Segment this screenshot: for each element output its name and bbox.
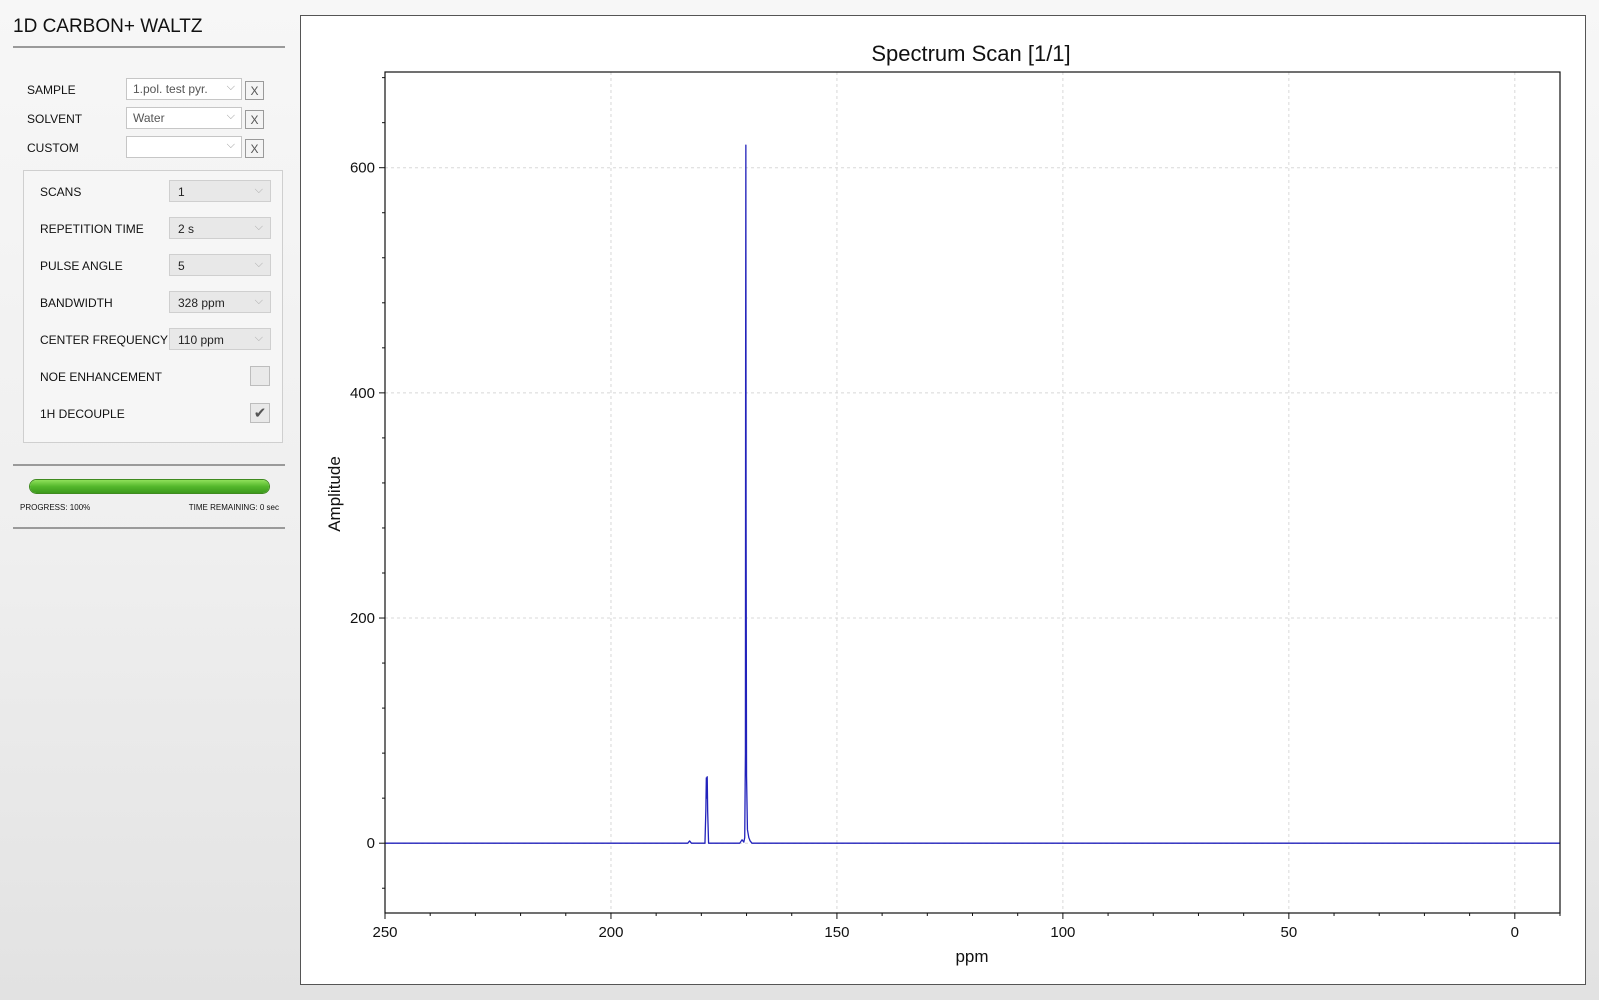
spectrum-chart: Spectrum Scan [1/1] Amplitude ppm 250 200… bbox=[300, 15, 1586, 985]
solvent-combo[interactable]: Water ⌵ bbox=[126, 107, 242, 129]
custom-label: CUSTOM bbox=[27, 141, 79, 155]
chevron-down-icon: ⌵ bbox=[226, 139, 235, 151]
solvent-label: SOLVENT bbox=[27, 112, 83, 126]
pulse-angle-label: PULSE ANGLE bbox=[40, 259, 123, 273]
grid-layer bbox=[384, 72, 1560, 913]
scans-value: 1 bbox=[178, 185, 185, 199]
spectrum-line bbox=[385, 144, 1560, 844]
progress-bar bbox=[29, 479, 270, 494]
progress-top-divider bbox=[13, 464, 285, 466]
sample-clear-button[interactable]: X bbox=[245, 81, 264, 100]
chevron-down-icon: ⌵ bbox=[254, 258, 263, 270]
y-tick-label: 0 bbox=[367, 835, 375, 852]
h-decouple-checkbox[interactable]: ✔ bbox=[250, 403, 270, 423]
center-frequency-select[interactable]: 110 ppm ⌵ bbox=[169, 328, 271, 350]
x-tick-label: 150 bbox=[824, 924, 849, 941]
y-tick-label: 600 bbox=[350, 160, 375, 177]
center-frequency-label: CENTER FREQUENCY bbox=[40, 333, 169, 347]
solvent-value: Water bbox=[133, 111, 165, 125]
app-title: 1D CARBON+ WALTZ bbox=[13, 16, 203, 37]
h-decouple-label: 1H DECOUPLE bbox=[40, 407, 125, 421]
repetition-time-select[interactable]: 2 s ⌵ bbox=[169, 217, 271, 239]
bandwidth-value: 328 ppm bbox=[178, 296, 225, 310]
sample-value: 1.pol. test pyr. bbox=[133, 82, 208, 96]
chevron-down-icon: ⌵ bbox=[254, 184, 263, 196]
noe-enhancement-label: NOE ENHANCEMENT bbox=[40, 370, 163, 384]
x-tick-label: 200 bbox=[598, 924, 623, 941]
title-divider bbox=[13, 46, 285, 48]
x-tick-label: 50 bbox=[1281, 924, 1298, 941]
chart-title: Spectrum Scan [1/1] bbox=[871, 41, 1070, 66]
sample-label: SAMPLE bbox=[27, 83, 76, 97]
solvent-clear-button[interactable]: X bbox=[245, 110, 264, 129]
chevron-down-icon: ⌵ bbox=[226, 110, 235, 122]
pulse-angle-select[interactable]: 5 ⌵ bbox=[169, 254, 271, 276]
repetition-time-value: 2 s bbox=[178, 222, 195, 236]
sample-combo[interactable]: 1.pol. test pyr. ⌵ bbox=[126, 78, 242, 100]
time-remaining-text: TIME REMAINING: 0 sec bbox=[188, 503, 279, 512]
chevron-down-icon: ⌵ bbox=[254, 221, 263, 233]
chevron-down-icon: ⌵ bbox=[254, 295, 263, 307]
center-frequency-value: 110 ppm bbox=[178, 333, 224, 347]
pulse-angle-value: 5 bbox=[178, 259, 185, 273]
x-tick-label: 250 bbox=[372, 924, 397, 941]
y-axis-label: Amplitude bbox=[325, 456, 344, 532]
y-tick-label: 400 bbox=[350, 385, 375, 402]
bandwidth-select[interactable]: 328 ppm ⌵ bbox=[169, 291, 271, 313]
custom-combo[interactable]: ⌵ bbox=[126, 136, 242, 158]
tick-layer: 250 200 150 100 50 0 0 200 400 600 bbox=[350, 77, 1561, 941]
scans-select[interactable]: 1 ⌵ bbox=[169, 180, 271, 202]
repetition-time-label: REPETITION TIME bbox=[40, 222, 144, 236]
plot-frame bbox=[384, 71, 1561, 914]
x-axis-label: ppm bbox=[955, 947, 988, 966]
x-tick-label: 100 bbox=[1050, 924, 1075, 941]
custom-clear-button[interactable]: X bbox=[245, 139, 264, 158]
chevron-down-icon: ⌵ bbox=[226, 81, 235, 93]
progress-fill bbox=[30, 480, 269, 493]
noe-enhancement-checkbox[interactable] bbox=[250, 366, 270, 386]
chevron-down-icon: ⌵ bbox=[254, 332, 263, 344]
y-tick-label: 200 bbox=[350, 610, 375, 627]
bandwidth-label: BANDWIDTH bbox=[40, 296, 113, 310]
spectrum-svg: Spectrum Scan [1/1] Amplitude ppm 250 200… bbox=[325, 41, 1561, 966]
scans-label: SCANS bbox=[40, 185, 82, 199]
progress-text: PROGRESS: 100% bbox=[20, 503, 91, 512]
progress-bottom-divider bbox=[13, 527, 285, 529]
series-layer bbox=[385, 144, 1560, 844]
x-tick-label: 0 bbox=[1511, 924, 1519, 941]
check-icon: ✔ bbox=[253, 405, 267, 422]
